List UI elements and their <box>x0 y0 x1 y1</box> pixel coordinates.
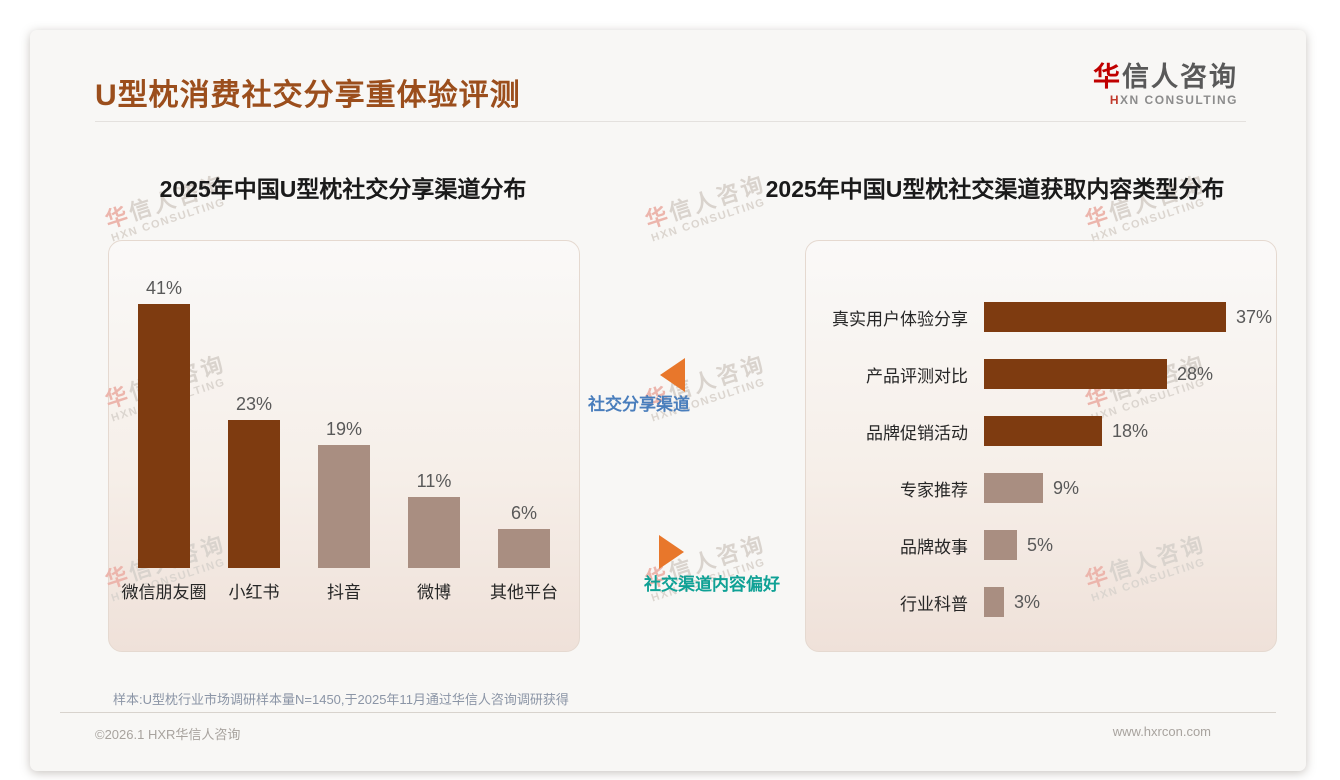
vertical-bar-plot: 41% 23% 19% 11% 6% <box>119 241 569 568</box>
bar-row: 行业科普 3% <box>806 587 1276 617</box>
bar-column: 41% <box>119 241 209 568</box>
bar <box>228 420 280 568</box>
bar-category-label: 其他平台 <box>490 583 558 602</box>
bar <box>498 529 550 568</box>
bar-category-label: 行业科普 <box>900 594 968 614</box>
bar <box>984 587 1004 617</box>
bar-value-label: 41% <box>145 278 183 298</box>
page-title: U型枕消费社交分享重体验评测 <box>95 79 521 112</box>
bar-column: 11% <box>389 241 479 568</box>
bar-value-label: 11% <box>416 471 452 491</box>
bar <box>984 530 1017 560</box>
bar <box>984 473 1043 503</box>
bar-value-label: 28% <box>1177 363 1214 384</box>
right-chart-title: 2025年中国U型枕社交渠道获取内容类型分布 <box>765 176 1225 202</box>
footer-divider <box>60 712 1276 713</box>
bar <box>984 416 1102 446</box>
bar-value-label: 18% <box>1112 420 1149 441</box>
bar-value-label: 3% <box>1014 591 1041 612</box>
bar-value-label: 19% <box>325 419 363 439</box>
report-card: U型枕消费社交分享重体验评测 华信人咨询 HXN CONSULTING 2025… <box>30 30 1306 771</box>
bar-column: 19% <box>299 241 389 568</box>
footer: ©2026.1 HXR华信人咨询 www.hxrcon.com <box>95 724 1211 743</box>
bar-value-label: 5% <box>1027 534 1054 555</box>
bar <box>138 304 190 568</box>
bar <box>408 497 460 568</box>
bar-row: 产品评测对比 28% <box>806 359 1276 389</box>
bar-category-label: 小红书 <box>228 583 280 602</box>
left-chart-title: 2025年中国U型枕社交分享渠道分布 <box>159 176 527 202</box>
footer-copyright: ©2026.1 HXR华信人咨询 <box>95 727 241 742</box>
bar <box>984 302 1226 332</box>
title-divider <box>95 121 1246 122</box>
bar-row: 品牌故事 5% <box>806 530 1276 560</box>
left-chart-panel: 41% 23% 19% 11% 6% 微信朋友圈 小红书 抖音 微博 其他平台 <box>108 240 580 652</box>
logo-cn-name: 华信人咨询 <box>1093 62 1238 92</box>
bar-row: 真实用户体验分享 37% <box>806 302 1276 332</box>
bar-category-label: 真实用户体验分享 <box>832 309 968 329</box>
bar-category-label: 抖音 <box>327 583 361 602</box>
arrow-left-icon <box>660 358 685 392</box>
vertical-bar-categories: 微信朋友圈 小红书 抖音 微博 其他平台 <box>119 578 569 603</box>
bar-category-label: 品牌促销活动 <box>866 423 968 443</box>
bar-value-label: 9% <box>1053 477 1080 498</box>
bar-category-label: 专家推荐 <box>900 480 968 500</box>
bar <box>984 359 1167 389</box>
bar-value-label: 37% <box>1236 306 1273 327</box>
company-logo: 华信人咨询 HXN CONSULTING <box>1093 62 1238 107</box>
logo-en-name: HXN CONSULTING <box>1109 93 1238 108</box>
bar-category-label: 微信朋友圈 <box>121 583 207 602</box>
bar-category-label: 微博 <box>417 583 451 602</box>
right-chart-panel: 真实用户体验分享 37% 产品评测对比 28% 品牌促销活动 18% 专家推荐 9% 品牌故事 5… <box>805 240 1277 652</box>
annotation-share-channels: 社交分享渠道 <box>588 395 690 414</box>
bar-row: 品牌促销活动 18% <box>806 416 1276 446</box>
bar-column: 6% <box>479 241 569 568</box>
bar-row: 专家推荐 9% <box>806 473 1276 503</box>
footer-website: www.hxrcon.com <box>1112 724 1211 739</box>
annotation-content-preference: 社交渠道内容偏好 <box>644 575 780 594</box>
bar-category-label: 产品评测对比 <box>866 366 968 386</box>
bar-value-label: 23% <box>235 394 273 414</box>
arrow-right-icon <box>659 535 684 569</box>
bar-column: 23% <box>209 241 299 568</box>
bar-category-label: 品牌故事 <box>900 537 968 557</box>
sample-footnote: 样本:U型枕行业市场调研样本量N=1450,于2025年11月通过华信人咨询调研… <box>113 692 569 707</box>
bar <box>318 445 370 568</box>
bar-value-label: 6% <box>510 503 537 523</box>
